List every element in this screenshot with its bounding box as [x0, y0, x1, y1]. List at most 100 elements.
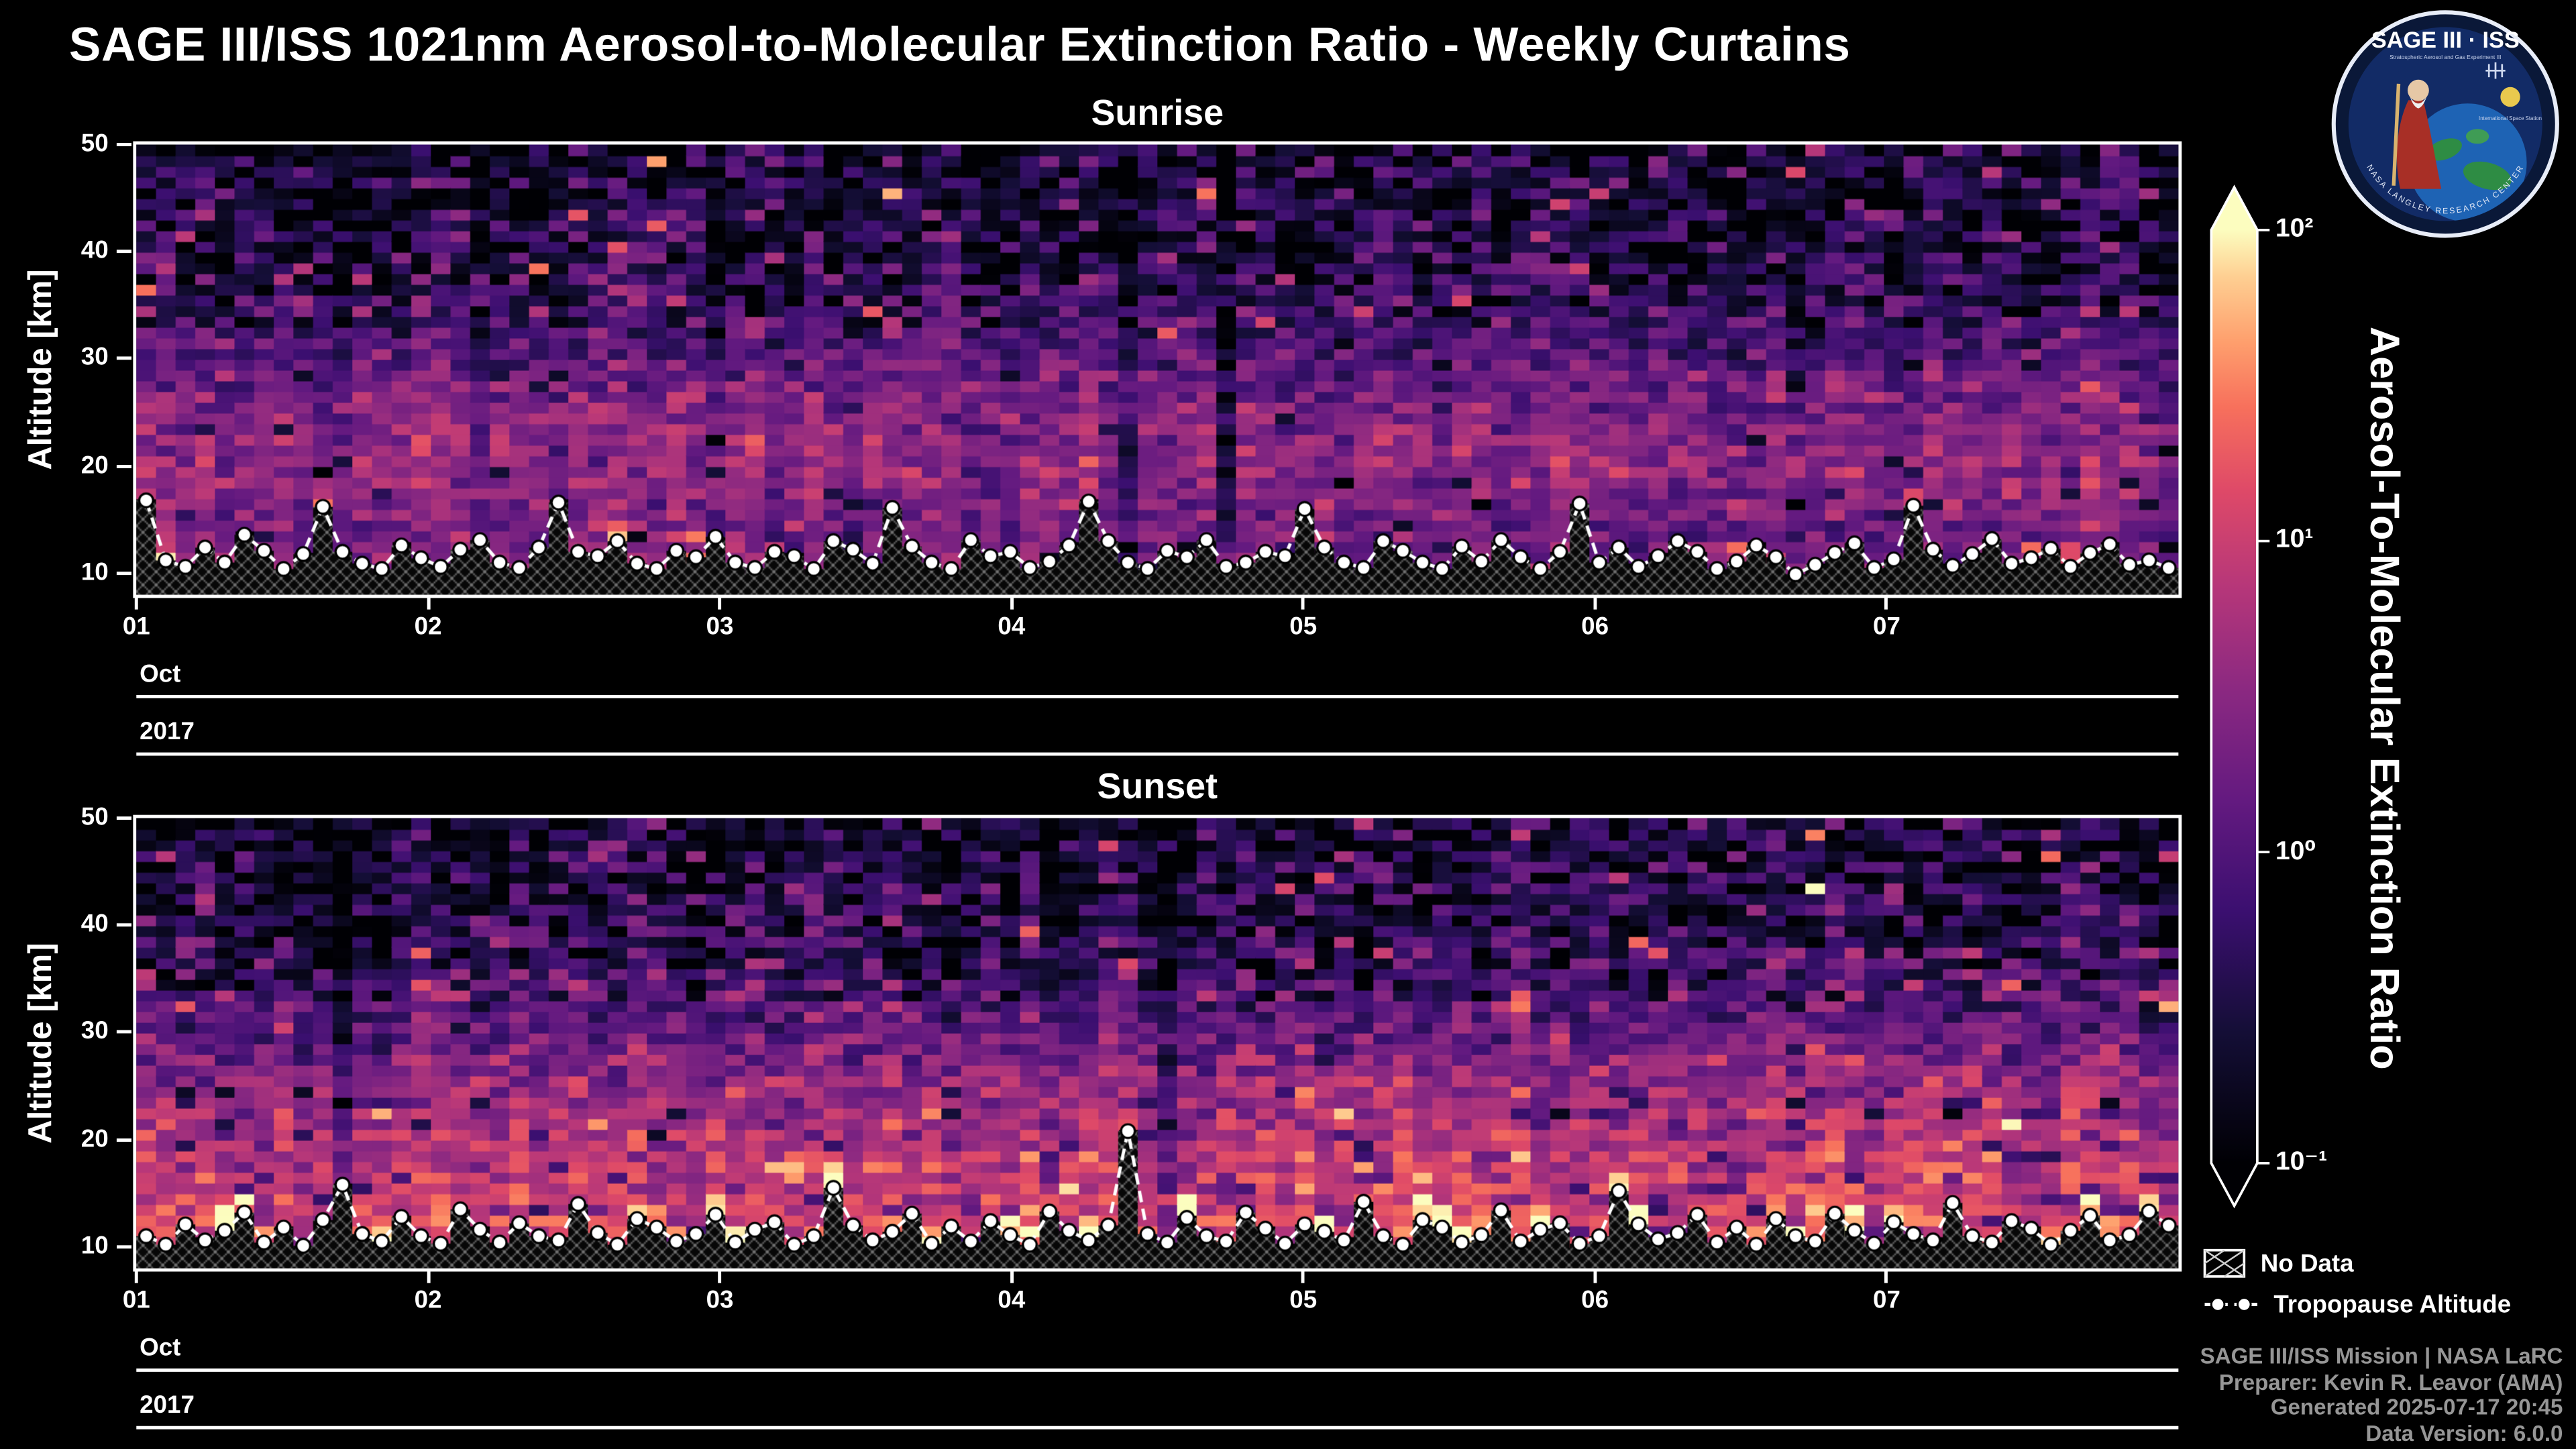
x-tick-label: 04	[998, 612, 1026, 641]
tropopause-marker-swatch-icon	[2204, 1297, 2257, 1312]
logo-sage-beard	[2410, 97, 2427, 109]
colorbar-tick-label: 10⁻¹	[2275, 1148, 2328, 1177]
page-title: SAGE III/ISS 1021nm Aerosol-to-Molecular…	[68, 19, 1851, 72]
colorbar-axis-label: Aerosol-To-Molecular Extinction Ratio	[2361, 326, 2407, 1070]
y-tick-label: 30	[80, 1018, 109, 1046]
y-tick-mark	[116, 464, 131, 468]
credit-line-preparer: Preparer: Kevin R. Leavor (AMA)	[2218, 1369, 2563, 1394]
tropopause-label: Tropopause Altitude	[2273, 1290, 2512, 1319]
colorbar	[2210, 184, 2270, 1209]
y-tick-label: 10	[80, 1232, 109, 1260]
no-data-label: No Data	[2260, 1249, 2354, 1278]
y-tick-mark	[116, 1138, 131, 1142]
month-label: Oct	[140, 660, 181, 689]
x-tick-mark	[1010, 1270, 1014, 1283]
y-tick-mark	[116, 923, 131, 927]
y-tick-label: 50	[80, 803, 109, 832]
no-data-hatch-swatch-icon	[2203, 1248, 2246, 1278]
x-tick-label: 05	[1289, 1286, 1318, 1315]
heatmap-canvas-sunset	[136, 818, 2179, 1269]
x-tick-label: 02	[414, 1286, 442, 1315]
x-tick-label: 06	[1581, 612, 1609, 641]
x-tick-label: 07	[1873, 1286, 1900, 1315]
credit-line-version: Data Version: 6.0.0	[2365, 1420, 2563, 1445]
logo-earth-land	[2463, 161, 2512, 191]
panel-title-sunset: Sunset	[1097, 765, 1218, 807]
heatmap-plot-area-sunset	[133, 814, 2182, 1272]
sunrise-panel: Sunrise Altitude [km] Oct 2017 10 20 30 40 5…	[0, 92, 2576, 769]
legend: No Data Tropopause Altitude	[2203, 1248, 2511, 1319]
y-tick-mark	[116, 1245, 131, 1249]
logo-subtitle: International Space Station	[2479, 115, 2542, 121]
year-label: 2017	[140, 1391, 195, 1419]
y-tick-label: 10	[80, 558, 109, 587]
colorbar-tick-label: 10¹	[2275, 526, 2314, 555]
y-tick-label: 30	[80, 343, 109, 372]
x-tick-mark	[1593, 596, 1597, 610]
x-tick-label: 04	[998, 1286, 1026, 1315]
x-tick-mark	[1010, 596, 1014, 610]
x-tick-mark	[718, 1270, 722, 1283]
year-separator-line	[136, 1426, 2179, 1429]
mission-logo: SAGE III · ISS Stratospheric Aerosol and…	[2331, 10, 2559, 238]
logo-title: SAGE III · ISS	[2371, 28, 2520, 53]
y-tick-label: 20	[80, 451, 109, 480]
logo-earth-land	[2465, 129, 2489, 144]
logo-earth	[2408, 103, 2527, 221]
x-tick-mark	[1301, 596, 1305, 610]
x-tick-mark	[1885, 596, 1888, 610]
x-tick-mark	[1593, 1270, 1597, 1283]
credit-line-generated: Generated 2025-07-17 20:45	[2270, 1395, 2563, 1419]
year-separator-line	[136, 752, 2179, 755]
x-tick-label: 01	[122, 1286, 150, 1315]
heatmap-canvas-sunrise	[136, 144, 2179, 595]
logo-staff	[2392, 83, 2401, 186]
y-tick-mark	[116, 1030, 131, 1034]
x-tick-mark	[134, 1270, 138, 1283]
x-tick-label: 02	[414, 612, 442, 641]
colorbar-gradient-bar	[2210, 184, 2259, 1209]
month-separator-line	[136, 1368, 2179, 1371]
credit-line-mission: SAGE III/ISS Mission | NASA LaRC	[2200, 1344, 2563, 1369]
x-tick-label: 01	[122, 612, 150, 641]
x-tick-mark	[426, 596, 430, 610]
x-tick-label: 07	[1873, 612, 1900, 641]
logo-sage-head	[2407, 79, 2429, 101]
y-tick-label: 40	[80, 237, 109, 265]
month-separator-line	[136, 694, 2179, 698]
logo-iss-icon	[2485, 62, 2506, 79]
logo-earth-land	[2427, 138, 2462, 161]
x-tick-label: 03	[706, 1286, 734, 1315]
y-tick-label: 40	[80, 910, 109, 938]
y-tick-mark	[116, 816, 131, 820]
logo-moon	[2500, 87, 2520, 107]
month-label: Oct	[140, 1334, 181, 1362]
y-tick-mark	[116, 572, 131, 575]
legend-item-tropopause: Tropopause Altitude	[2203, 1289, 2511, 1319]
y-tick-mark	[116, 250, 131, 254]
x-tick-label: 06	[1581, 1286, 1609, 1315]
colorbar-tick-marks	[2257, 229, 2270, 1165]
x-tick-mark	[134, 596, 138, 610]
year-label: 2017	[140, 718, 195, 746]
sunset-panel: Sunset Altitude [km] Oct 2017 10 20 30 40 50…	[0, 765, 2576, 1442]
legend-item-no-data: No Data	[2203, 1248, 2511, 1278]
x-tick-mark	[718, 596, 722, 610]
y-tick-label: 50	[80, 129, 109, 158]
y-tick-mark	[116, 357, 131, 361]
heatmap-plot-area-sunrise	[133, 141, 2182, 598]
credits: SAGE III/ISS Mission | NASA LaRC Prepare…	[2200, 1344, 2563, 1446]
y-tick-label: 20	[80, 1124, 109, 1153]
panel-title-sunrise: Sunrise	[1091, 92, 1224, 133]
y-tick-mark	[116, 143, 131, 146]
x-tick-mark	[1885, 1270, 1888, 1283]
colorbar-tick-label: 10²	[2275, 215, 2314, 244]
logo-tagline: Stratospheric Aerosol and Gas Experiment…	[2390, 54, 2501, 60]
x-tick-label: 05	[1289, 612, 1318, 641]
x-tick-mark	[426, 1270, 430, 1283]
colorbar-tick-label: 10⁰	[2275, 837, 2316, 865]
x-tick-label: 03	[706, 612, 734, 641]
logo-sage-figure	[2396, 100, 2442, 189]
x-tick-mark	[1301, 1270, 1305, 1283]
